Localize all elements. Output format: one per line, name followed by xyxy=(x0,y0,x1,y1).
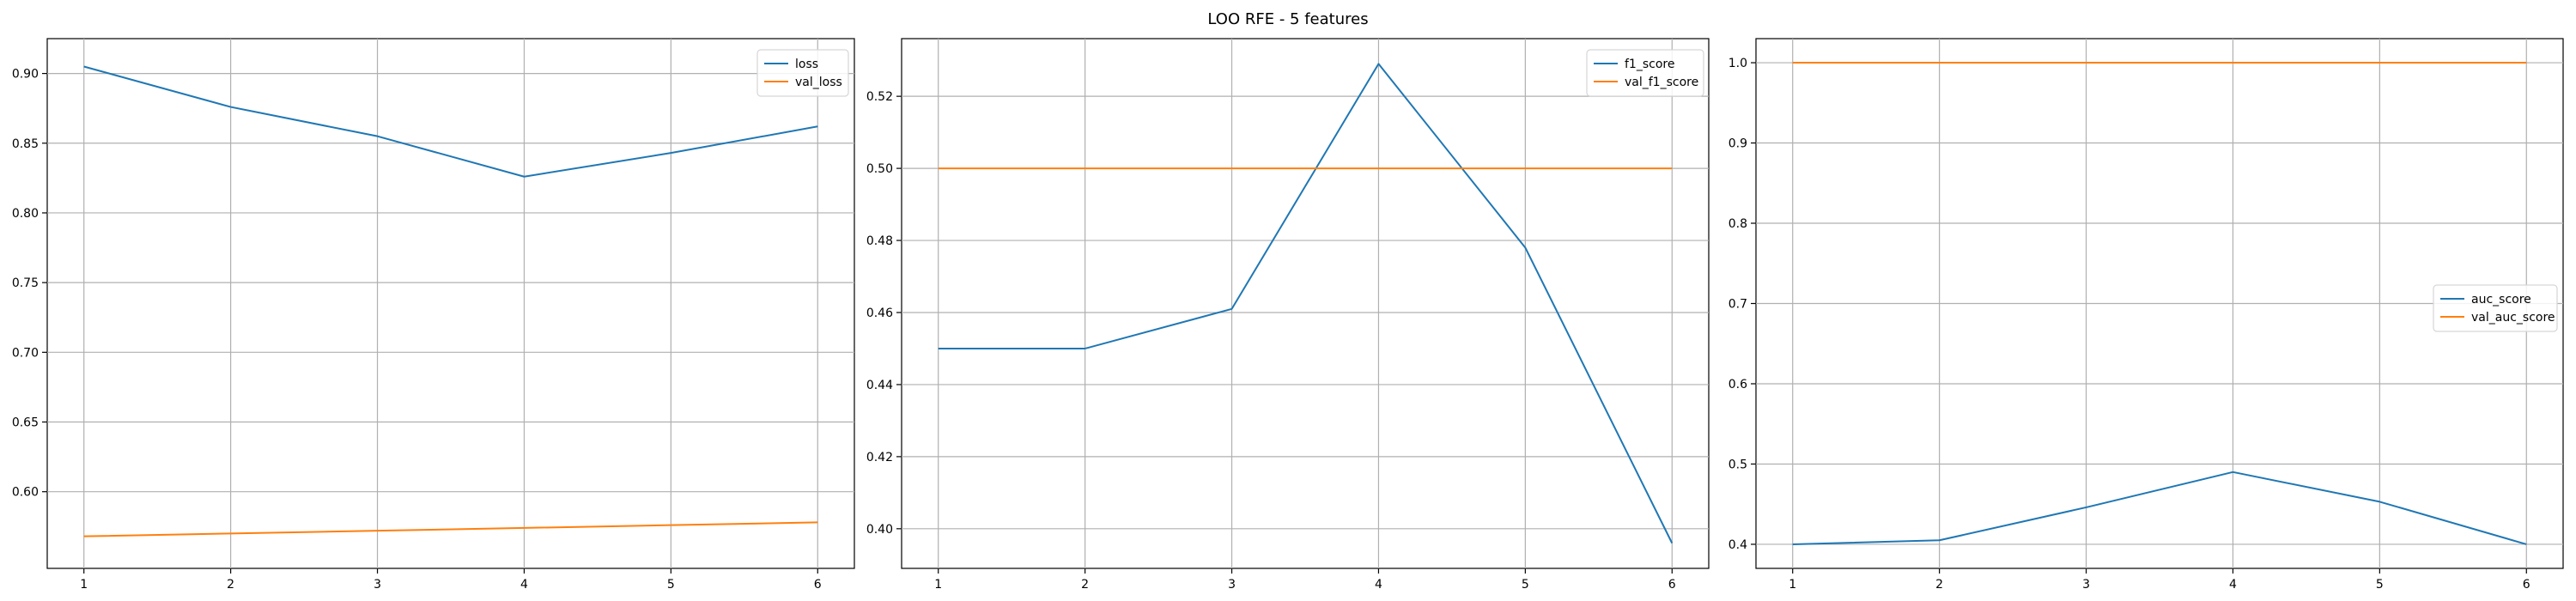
x-tick-label: 6 xyxy=(1668,578,1676,592)
plot-area xyxy=(901,38,1710,569)
y-tick-label: 0.42 xyxy=(866,451,893,464)
x-tick-label: 6 xyxy=(2523,578,2530,592)
y-tick-label: 0.7 xyxy=(1728,298,1747,312)
y-tick-label: 0.85 xyxy=(12,137,39,151)
legend-frame xyxy=(1586,49,1704,97)
y-tick-label: 0.44 xyxy=(866,379,893,392)
y-tick-label: 0.65 xyxy=(12,416,39,430)
x-tick-label: 1 xyxy=(80,578,88,592)
subplots: 1 2 3 4 5 60.600.650.700.750.800.850.90lossva… xyxy=(12,38,2564,592)
legend-label: f1_score xyxy=(1625,58,1674,71)
legend-frame xyxy=(756,49,849,97)
legend: loss val_loss xyxy=(756,49,849,97)
figure-title: LOO RFE - 5 features xyxy=(1207,10,1368,28)
x-tick-label: 2 xyxy=(1081,578,1089,592)
x-tick-label: 2 xyxy=(1935,578,1943,592)
x-tick-label: 3 xyxy=(1228,578,1236,592)
x-tick-label: 5 xyxy=(2376,578,2384,592)
plot-area xyxy=(46,38,855,569)
y-tick-label: 0.70 xyxy=(12,346,39,360)
y-tick-label: 0.9 xyxy=(1728,137,1747,151)
legend-label: val_f1_score xyxy=(1625,76,1698,89)
y-tick-label: 0.80 xyxy=(12,207,39,221)
series-line-f1_score xyxy=(938,63,1674,544)
y-tick-label: 0.60 xyxy=(12,486,39,500)
x-tick-label: 2 xyxy=(227,578,234,592)
legend-label: val_auc_score xyxy=(2471,311,2555,325)
series-line-val_loss xyxy=(83,521,818,537)
y-tick-label: 0.46 xyxy=(866,307,893,320)
y-tick-label: 0.75 xyxy=(12,276,39,290)
x-tick-label: 4 xyxy=(520,578,528,592)
legend-label: loss xyxy=(795,58,818,71)
y-tick-label: 0.5 xyxy=(1728,458,1747,471)
y-tick-label: 0.52 xyxy=(866,90,893,104)
x-tick-label: 4 xyxy=(2229,578,2237,592)
y-tick-label: 0.6 xyxy=(1728,378,1747,392)
x-tick-label: 4 xyxy=(1375,578,1382,592)
x-tick-label: 3 xyxy=(2082,578,2090,592)
x-tick-label: 1 xyxy=(934,578,942,592)
y-tick-label: 0.50 xyxy=(866,162,893,176)
legend: f1_score val_f1_score xyxy=(1586,49,1704,97)
x-tick-label: 3 xyxy=(374,578,381,592)
y-tick-label: 0.48 xyxy=(866,234,893,248)
x-tick-label: 5 xyxy=(1522,578,1529,592)
legend-label: auc_score xyxy=(2471,293,2531,307)
series-line-auc_score xyxy=(1792,470,2527,545)
series-line-loss xyxy=(83,65,818,178)
y-tick-label: 0.4 xyxy=(1728,538,1747,552)
legend-frame xyxy=(2433,284,2558,332)
y-tick-label: 0.40 xyxy=(866,523,893,537)
subplot-2: 1 2 3 4 5 6 0.40 0.42 0.44 0.46 0.48 0.50 0.52 f1_sco… xyxy=(866,38,1710,592)
y-tick-label: 0.90 xyxy=(12,68,39,82)
legend-label: val_loss xyxy=(795,76,842,89)
x-tick-label: 6 xyxy=(814,578,822,592)
y-tick-label: 1.0 xyxy=(1728,57,1747,70)
subplot-1: 1 2 3 4 5 6 0.60 0.65 0.70 0.75 0.80 0.85 0.90 loss va… xyxy=(12,38,855,592)
x-tick-label: 1 xyxy=(1789,578,1796,592)
legend: auc_score val_auc_score xyxy=(2433,284,2558,332)
y-tick-label: 0.8 xyxy=(1728,217,1747,231)
subplot-3: 1 2 3 4 5 6 0.4 0.5 0.6 0.7 0.8 0.9 1.0 auc_score val_… xyxy=(1728,38,2564,592)
x-tick-label: 5 xyxy=(667,578,675,592)
